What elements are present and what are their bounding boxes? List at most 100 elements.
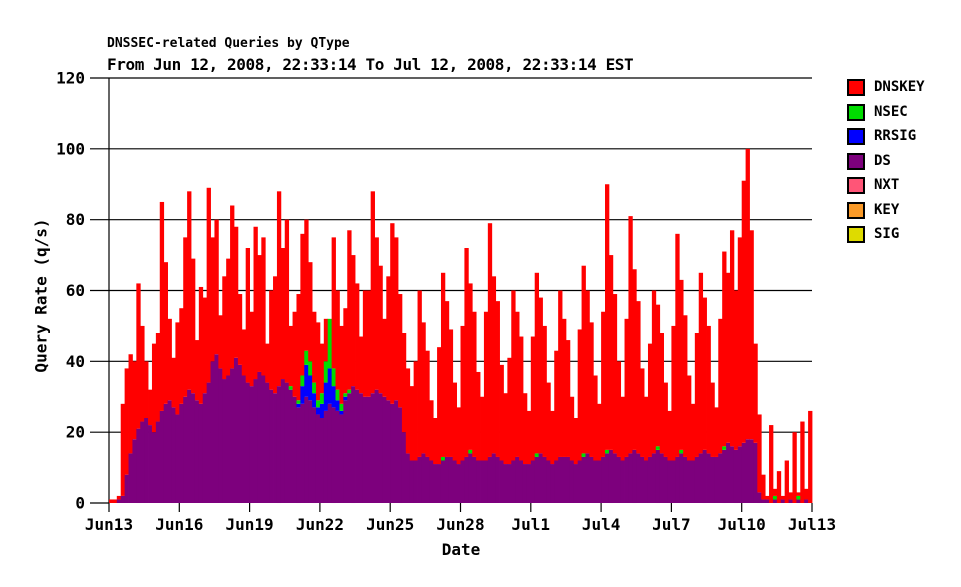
y-tick-label: 120 [56,69,85,88]
bar-segment-ds [737,446,743,503]
bar-segment-ds [472,456,477,503]
bar-segment-ds [612,453,618,503]
bar-segment-ds [128,453,133,503]
bar-segment-ds [620,460,625,503]
bar-segment-ds [491,453,497,503]
bar-segment-dnskey [741,180,747,443]
bar-segment-ds [663,456,668,503]
bar-segment-dnskey [179,308,184,404]
bar-segment-ds [269,389,274,503]
bar-segment-ds [487,456,493,503]
bar-segment-dnskey [710,382,715,457]
bar-segment-dnskey [765,495,770,500]
bar-segment-ds [183,396,188,503]
bar-segment-dnskey [784,460,789,503]
bar-segment-ds [569,460,575,503]
legend-item-ds: DS [847,152,925,170]
bar-segment-nsec [288,386,293,390]
legend-item-rrsig: RRSIG [847,128,925,145]
bar-segment-nsec [796,495,801,500]
bar-segment-ds [753,442,758,503]
bar-segment-ds [722,449,727,504]
bar-segment-dnskey [437,347,442,465]
bar-segment-dnskey [687,375,692,461]
bar-segment-nsec [772,495,778,500]
bar-segment-ds [714,456,719,503]
bar-segment-dnskey [323,318,329,362]
bar-segment-ds [589,456,594,503]
chart-subtitle: From Jun 12, 2008, 22:33:14 To Jul 12, 2… [107,55,634,74]
bar-segment-ds [390,403,395,503]
bar-segment-ds [249,386,254,504]
bar-segment-nsec [655,446,661,450]
bar-segment-dnskey [792,432,797,503]
bar-segment-dnskey [495,301,500,457]
y-tick-label: 20 [66,423,85,442]
bar-segment-nsec [679,449,684,454]
bar-segment-ds [550,464,555,503]
bar-segment-ds [476,460,481,503]
bar-segment-ds [351,386,356,504]
bar-segment-ds [788,499,793,503]
bar-segment-ds [452,460,457,503]
bar-segment-dnskey [651,290,657,454]
bar-segment-ds [698,453,704,503]
bar-segment-dnskey [315,322,321,401]
x-tick-label: Jul1 [512,515,551,534]
bar-segment-ds [687,460,692,503]
bar-segment-dnskey [292,311,297,397]
bar-segment-dnskey [573,418,579,465]
legend-item-nsec: NSEC [847,103,925,121]
bar-segment-dnskey [659,333,664,454]
bar-segment-dnskey [640,368,645,457]
legend-swatch-key [847,201,865,219]
bar-segment-ds [179,403,184,503]
bar-segment-ds [386,400,391,503]
bar-segment-ds [796,499,801,503]
bar-segment-dnskey [132,361,137,440]
bar-segment-dnskey [339,325,344,404]
bar-segment-dnskey [222,276,227,380]
bar-segment-ds [273,393,278,503]
y-tick-label: 60 [66,281,85,300]
bar-segment-dnskey [241,329,247,376]
bar-segment-ds [480,460,485,503]
y-tick-label: 80 [66,210,85,229]
bar-segment-dnskey [351,255,356,387]
bar-segment-dnskey [433,418,438,465]
bar-segment-ds [651,453,657,503]
bar-segment-dnskey [401,333,407,433]
legend-swatch-sig [847,226,865,243]
bar-segment-dnskey [593,375,598,461]
bar-segment-ds [276,386,282,504]
bar-segment-dnskey [120,403,126,496]
legend-label: DNSKEY [874,79,925,95]
bar-segment-dnskey [480,396,485,461]
bar-segment-dnskey [187,191,192,390]
bar-segment-ds [616,456,622,503]
bar-segment-nsec [327,318,333,369]
bar-segment-ds [214,354,219,503]
bar-segment-ds [765,499,770,503]
bar-segment-dnskey [729,230,735,447]
bar-segment-nsec [296,400,301,404]
x-tick-label: Jun19 [226,515,274,534]
bar-segment-dnskey [276,191,282,387]
bar-segment-dnskey [733,290,739,450]
bar-segment-ds [628,453,633,503]
bar-segment-dnskey [382,318,387,397]
bar-segment-dnskey [722,251,727,447]
bar-segment-ds [519,460,524,503]
bar-segment-ds [538,453,543,503]
bar-segment-ds [632,449,637,504]
bar-segment-dnskey [425,350,430,457]
bar-segment-ds [413,460,418,503]
legend: DNSKEY NSEC RRSIG DS NXT KEY SIG [847,79,925,251]
bar-segment-dnskey [155,333,161,422]
bar-segment-ds [440,460,446,503]
bar-segment-ds [437,464,442,503]
bar-segment-dnskey [440,272,446,457]
bar-segment-dnskey [683,315,688,457]
bar-segment-rrsig [335,400,340,411]
